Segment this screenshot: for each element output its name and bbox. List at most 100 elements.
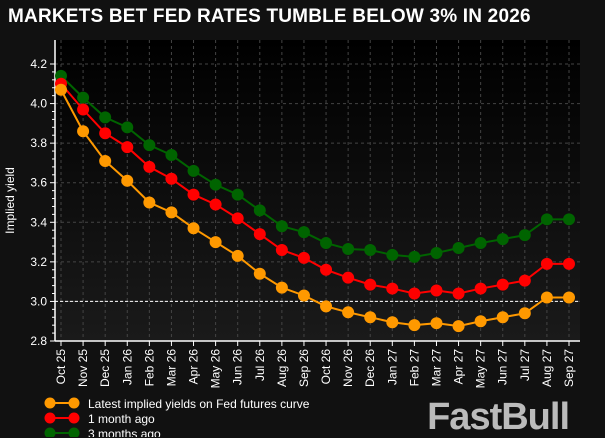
data-point: [563, 213, 575, 226]
x-tick-label: Mar 26: [164, 349, 178, 387]
data-point: [474, 315, 487, 328]
data-point: [408, 250, 421, 263]
data-point: [253, 267, 266, 280]
series-1-month-ago: [55, 77, 575, 300]
data-point: [297, 289, 310, 302]
data-point: [165, 172, 178, 185]
data-point: [496, 233, 509, 246]
data-point: [386, 248, 399, 261]
data-point: [364, 278, 377, 291]
legend-label: 1 month ago: [88, 412, 155, 426]
data-point: [143, 196, 156, 209]
data-point: [563, 257, 575, 270]
data-point: [253, 228, 266, 241]
data-point: [55, 83, 67, 96]
data-point: [430, 317, 443, 330]
data-point: [121, 174, 134, 187]
x-tick-label: Sep 26: [297, 349, 311, 387]
data-point: [540, 291, 553, 304]
series-3-months-ago: [55, 69, 575, 263]
x-tick-label: Jan 27: [385, 349, 399, 385]
y-tick-label: 3.0: [30, 294, 47, 308]
y-tick-label: 3.4: [30, 215, 47, 229]
data-point: [540, 213, 553, 226]
data-point: [496, 311, 509, 324]
x-tick-label: Oct 26: [319, 349, 333, 385]
x-tick-label: Aug 26: [275, 349, 289, 387]
data-point: [518, 274, 531, 287]
x-tick-label: Sep 27: [562, 349, 576, 387]
data-point: [563, 291, 575, 304]
data-point: [99, 127, 112, 140]
x-tick-label: Dec 26: [363, 349, 377, 387]
data-point: [408, 287, 421, 300]
data-point: [320, 263, 333, 276]
data-point: [187, 164, 200, 177]
y-tick-label: 4.2: [30, 57, 47, 71]
data-point: [187, 222, 200, 235]
legend-marker: [68, 427, 80, 437]
data-point: [231, 249, 244, 262]
data-point: [143, 160, 156, 173]
data-point: [342, 242, 355, 255]
x-tick-label: May 27: [474, 349, 488, 389]
x-tick-label: Jan 26: [120, 349, 134, 385]
data-point: [165, 149, 178, 162]
data-point: [452, 320, 465, 333]
data-point: [99, 111, 112, 124]
data-point: [430, 284, 443, 297]
data-point: [342, 306, 355, 319]
series-latest-implied-yields-on-fed-futures-curve: [55, 83, 575, 333]
data-point: [386, 316, 399, 329]
x-tick-label: Oct 25: [54, 349, 68, 385]
data-point: [452, 287, 465, 300]
data-point: [187, 188, 200, 201]
x-tick-label: Nov 25: [76, 349, 90, 387]
y-axis-label: Implied yield: [3, 167, 17, 234]
data-point: [253, 204, 266, 217]
data-point: [386, 282, 399, 295]
x-tick-label: Jun 27: [496, 349, 510, 385]
data-point: [474, 237, 487, 250]
legend-entry: Latest implied yields on Fed futures cur…: [44, 397, 310, 411]
y-tick-label: 3.2: [30, 255, 47, 269]
data-point: [474, 282, 487, 295]
x-tick-label: Dec 25: [98, 349, 112, 387]
data-point: [452, 242, 465, 255]
legend-entry: 1 month ago: [44, 412, 155, 426]
data-point: [518, 307, 531, 320]
legend-label: Latest implied yields on Fed futures cur…: [88, 397, 310, 411]
data-point: [540, 257, 553, 270]
x-tick-label: Nov 26: [341, 349, 355, 387]
legend-marker: [44, 397, 56, 409]
x-tick-label: Apr 27: [452, 349, 466, 385]
data-point: [364, 311, 377, 324]
data-point: [121, 141, 134, 154]
y-tick-label: 3.6: [30, 176, 47, 190]
data-point: [275, 281, 288, 294]
legend-marker: [68, 412, 80, 424]
data-point: [231, 212, 244, 225]
y-tick-label: 2.8: [30, 334, 47, 348]
x-tick-label: Jul 27: [518, 349, 532, 381]
data-point: [297, 226, 310, 239]
x-tick-label: Apr 26: [187, 349, 201, 385]
data-point: [77, 125, 90, 138]
legend-marker: [44, 412, 56, 424]
legend-entry: 3 months ago: [44, 427, 161, 437]
data-point: [209, 236, 222, 249]
data-point: [165, 206, 178, 219]
x-tick-label: Jun 26: [231, 349, 245, 385]
chart-title: MARKETS BET FED RATES TUMBLE BELOW 3% IN…: [8, 6, 531, 27]
legend-marker: [44, 427, 56, 437]
data-point: [518, 229, 531, 242]
plot-area: [55, 40, 580, 341]
legend-marker: [68, 397, 80, 409]
data-point: [275, 243, 288, 256]
data-point: [231, 188, 244, 201]
data-point: [496, 278, 509, 291]
data-point: [342, 271, 355, 284]
data-point: [77, 91, 90, 104]
data-point: [99, 154, 112, 167]
